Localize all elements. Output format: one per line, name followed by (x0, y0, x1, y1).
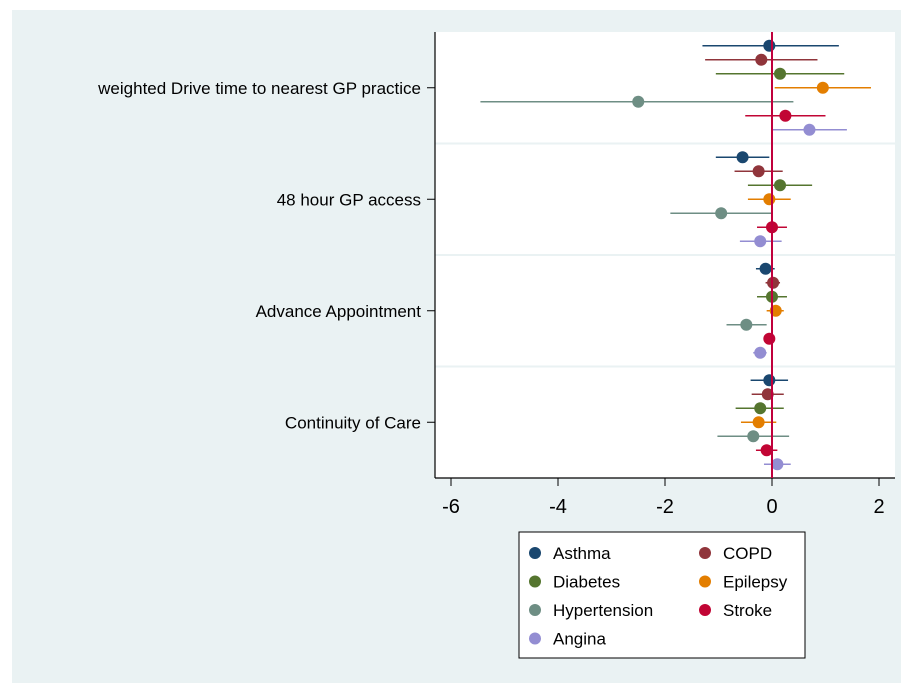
category-label: weighted Drive time to nearest GP practi… (97, 79, 421, 98)
category-label: Continuity of Care (285, 413, 421, 432)
point-estimate (752, 165, 765, 178)
legend-box (518, 531, 806, 659)
legend-marker (529, 547, 541, 559)
legend-label: Stroke (723, 601, 772, 620)
legend-label: Epilepsy (723, 573, 788, 592)
point-estimate (816, 81, 829, 94)
category-label: 48 hour GP access (277, 190, 421, 209)
point-estimate (755, 53, 768, 66)
legend-marker (699, 547, 711, 559)
legend-marker (699, 575, 711, 588)
point-estimate (763, 193, 776, 206)
point-estimate (736, 151, 749, 164)
point-estimate (763, 39, 776, 52)
legend-label: Diabetes (553, 573, 620, 592)
point-estimate (803, 123, 816, 136)
point-estimate (767, 276, 780, 289)
point-estimate (761, 388, 774, 401)
point-estimate (771, 458, 784, 471)
point-estimate (752, 416, 765, 429)
point-estimate (740, 318, 753, 331)
point-estimate (632, 95, 645, 108)
x-tick-label: -6 (442, 496, 460, 518)
legend-marker (529, 575, 541, 588)
point-estimate (759, 262, 772, 275)
legend-marker (529, 632, 541, 645)
point-estimate (754, 235, 767, 248)
point-estimate (747, 430, 760, 443)
point-estimate (774, 179, 787, 192)
point-estimate (760, 444, 773, 457)
point-estimate (779, 109, 792, 122)
point-estimate (763, 332, 776, 345)
legend-marker (529, 604, 541, 616)
legend-label: Angina (553, 630, 606, 649)
x-tick-label: 0 (766, 496, 777, 518)
point-estimate (763, 374, 776, 387)
legend-label: COPD (723, 544, 772, 563)
x-tick-label: -4 (549, 496, 567, 518)
point-estimate (754, 346, 767, 359)
point-estimate (774, 67, 787, 80)
point-estimate (754, 402, 767, 415)
x-tick-label: 2 (873, 496, 884, 518)
point-estimate (715, 207, 728, 220)
legend-label: Hypertension (553, 601, 653, 620)
x-tick-label: -2 (656, 496, 674, 518)
legend-label: Asthma (553, 544, 611, 563)
legend-marker (699, 604, 711, 616)
category-label: Advance Appointment (256, 302, 422, 321)
